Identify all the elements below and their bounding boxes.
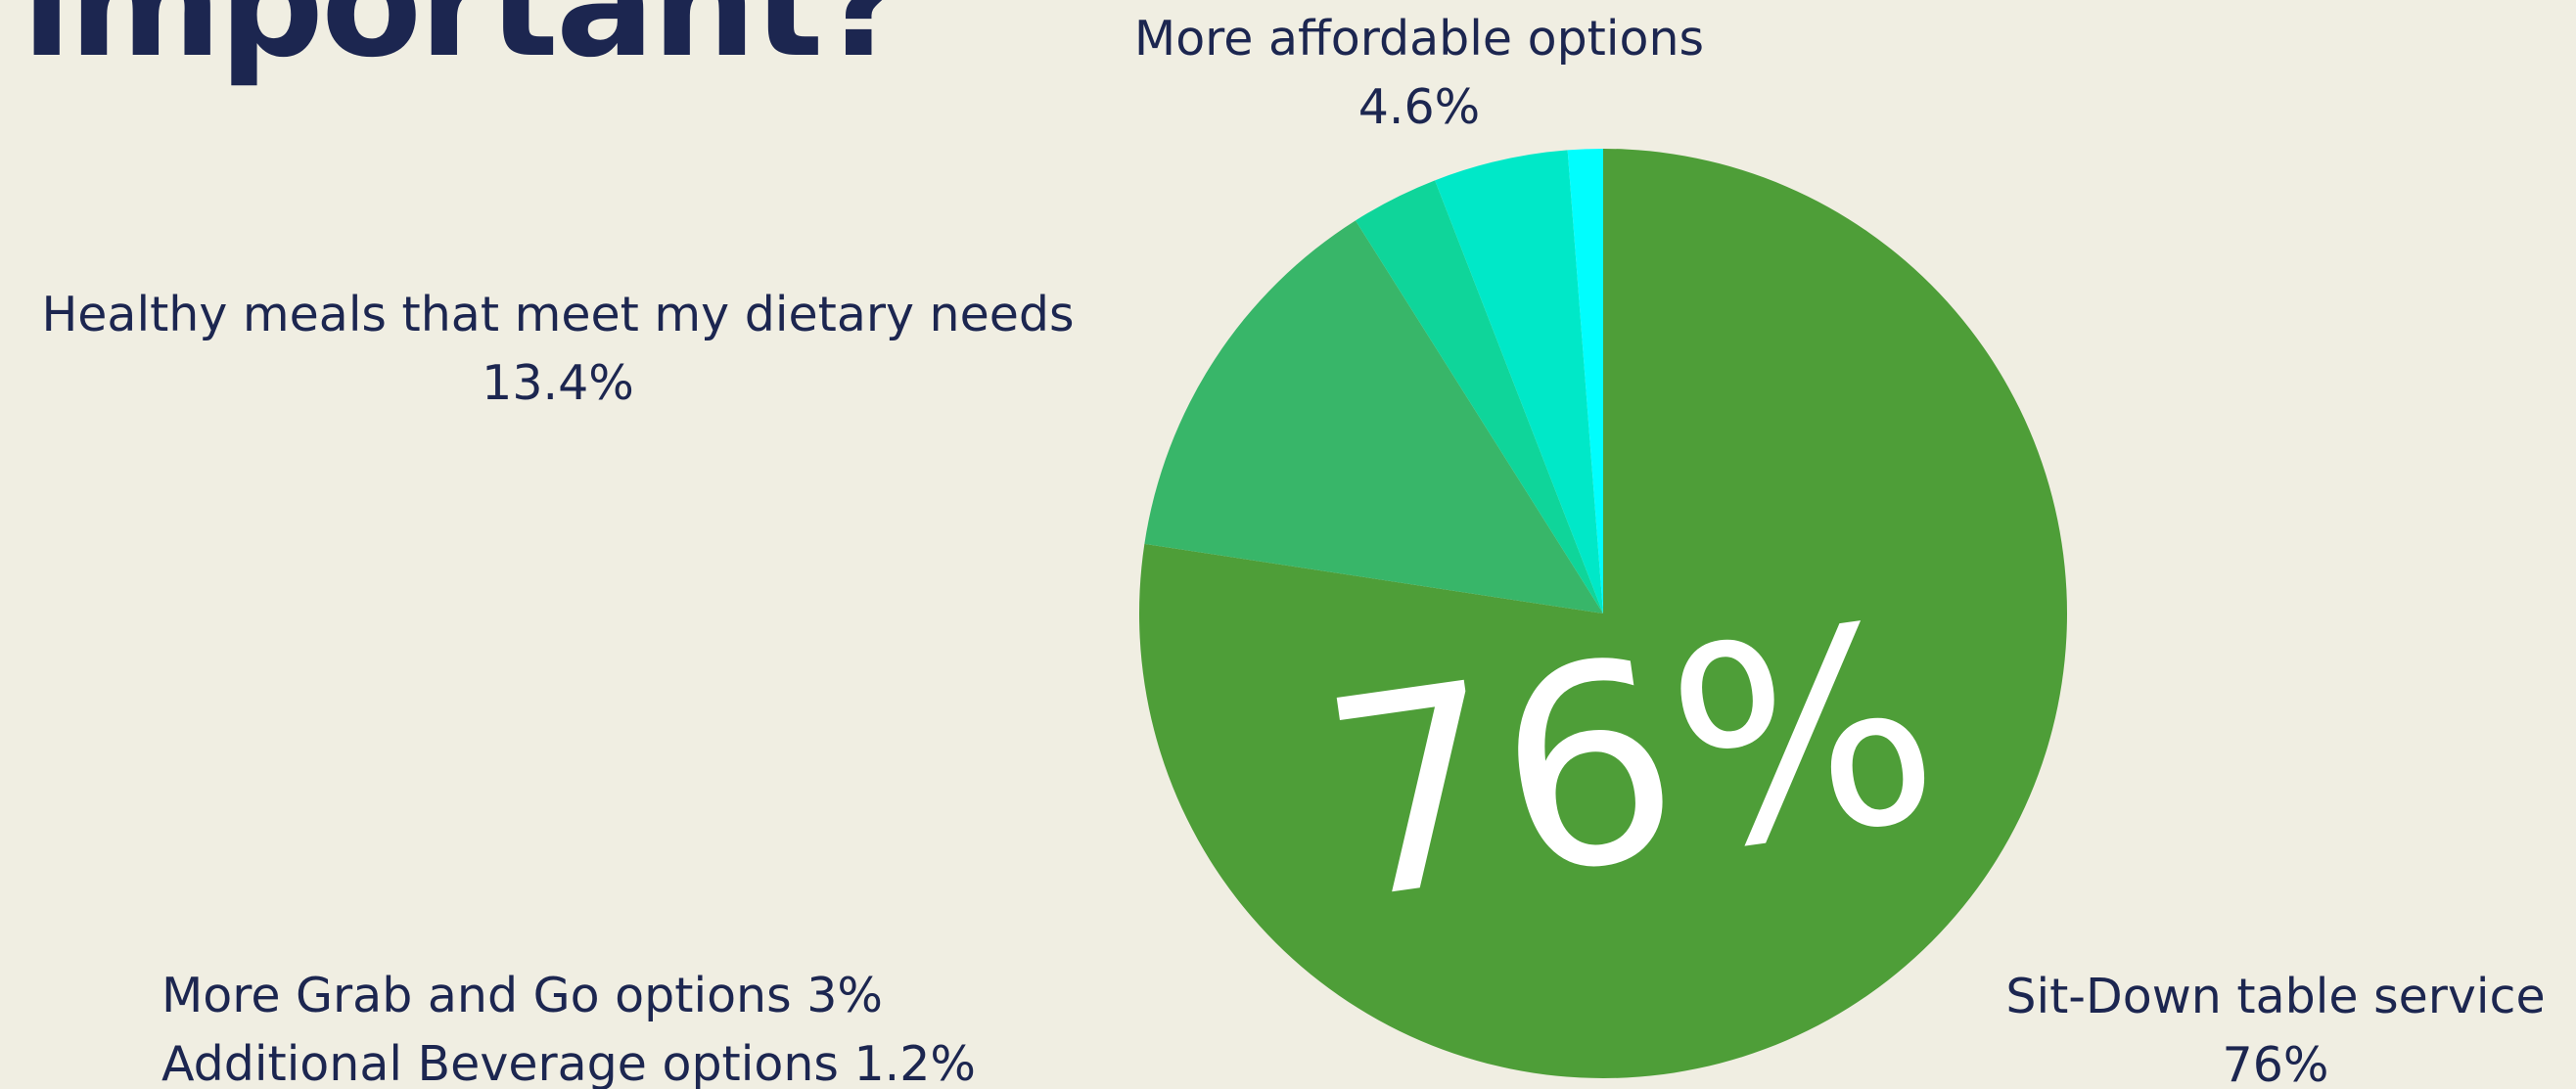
pie-slice-sit-down-table-service (1139, 149, 2067, 1078)
label-beverage: Additional Beverage options 1.2% (161, 1036, 976, 1089)
pie-slice-more-grab-and-go-options (1355, 180, 1603, 613)
label-affordable: More affordable options 4.6% (1116, 5, 1723, 142)
pie-slice-additional-beverage-options (1567, 149, 1603, 613)
label-healthy: Healthy meals that meet my dietary needs… (24, 281, 1091, 418)
label-sitdown-name: Sit-Down table service (2005, 969, 2546, 1024)
label-affordable-value: 4.6% (1357, 79, 1481, 135)
label-grab-go: More Grab and Go options 3% (161, 968, 883, 1023)
label-healthy-name: Healthy meals that meet my dietary needs (41, 287, 1075, 342)
label-sitdown: Sit-Down table service 76% (1992, 963, 2559, 1089)
big-percentage: 76% (1307, 563, 1955, 964)
label-affordable-name: More affordable options (1133, 11, 1705, 67)
label-healthy-value: 13.4% (482, 355, 634, 411)
label-sitdown-value: 76% (2222, 1037, 2329, 1089)
pie-slice-healthy-meals-that-meet-my-dietary-needs (1144, 220, 1603, 613)
label-other: More Grab and Go options 3% Additional B… (161, 962, 976, 1089)
slide-title: important? (22, 0, 906, 90)
pie-slice-more-affordable-options (1435, 150, 1603, 614)
